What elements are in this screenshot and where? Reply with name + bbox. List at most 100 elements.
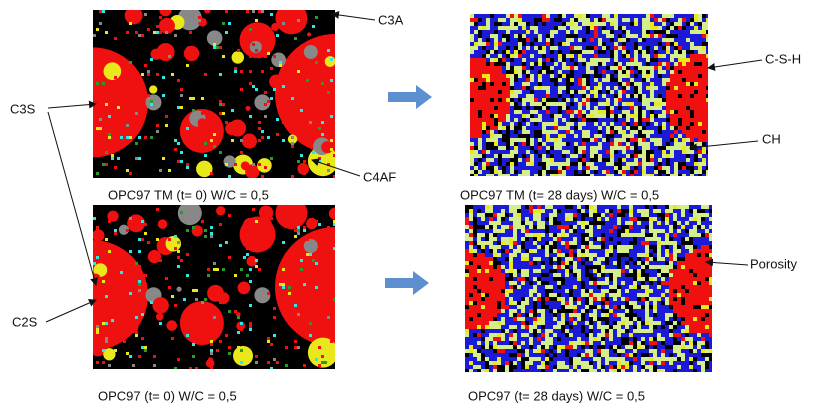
texture bbox=[650, 26, 654, 30]
texture bbox=[593, 357, 597, 361]
texture bbox=[589, 333, 593, 337]
texture bbox=[665, 273, 669, 277]
texture bbox=[693, 273, 697, 277]
texture bbox=[494, 106, 498, 110]
texture bbox=[318, 364, 321, 367]
texture bbox=[689, 341, 693, 345]
texture bbox=[666, 90, 670, 94]
texture bbox=[546, 162, 550, 166]
texture bbox=[693, 305, 697, 309]
texture bbox=[514, 34, 518, 38]
texture bbox=[494, 78, 498, 82]
texture bbox=[585, 205, 589, 209]
texture bbox=[637, 341, 641, 345]
texture bbox=[505, 213, 509, 217]
texture bbox=[470, 22, 474, 26]
texture bbox=[674, 146, 678, 150]
texture bbox=[546, 106, 550, 110]
texture bbox=[673, 257, 677, 261]
texture bbox=[665, 253, 669, 257]
texture bbox=[597, 265, 601, 269]
texture bbox=[473, 249, 477, 253]
texture bbox=[474, 150, 478, 154]
texture bbox=[473, 365, 477, 369]
texture bbox=[594, 98, 598, 102]
texture bbox=[509, 341, 513, 345]
texture bbox=[606, 150, 610, 154]
texture bbox=[522, 114, 526, 118]
texture bbox=[649, 277, 653, 281]
texture bbox=[473, 265, 477, 269]
texture bbox=[686, 38, 690, 42]
texture bbox=[562, 134, 566, 138]
texture bbox=[626, 138, 630, 142]
texture bbox=[570, 82, 574, 86]
texture bbox=[481, 265, 485, 269]
texture bbox=[493, 309, 497, 313]
texture bbox=[665, 345, 669, 349]
texture bbox=[649, 265, 653, 269]
texture bbox=[526, 78, 530, 82]
texture bbox=[498, 90, 502, 94]
texture bbox=[177, 358, 180, 361]
texture bbox=[557, 309, 561, 313]
texture bbox=[697, 293, 701, 297]
texture bbox=[606, 90, 610, 94]
texture bbox=[482, 54, 486, 58]
texture bbox=[497, 337, 501, 341]
texture bbox=[666, 98, 670, 102]
texture bbox=[641, 337, 645, 341]
texture bbox=[469, 313, 473, 317]
texture bbox=[482, 82, 486, 86]
texture bbox=[613, 225, 617, 229]
texture bbox=[658, 18, 662, 22]
texture bbox=[497, 349, 501, 353]
texture bbox=[96, 226, 99, 229]
texture bbox=[270, 97, 273, 100]
texture bbox=[645, 305, 649, 309]
texture bbox=[617, 241, 621, 245]
texture bbox=[473, 277, 477, 281]
texture bbox=[686, 150, 690, 154]
texture bbox=[689, 265, 693, 269]
texture bbox=[645, 205, 649, 209]
texture bbox=[617, 261, 621, 265]
texture bbox=[481, 277, 485, 281]
texture bbox=[602, 110, 606, 114]
texture bbox=[606, 78, 610, 82]
texture bbox=[589, 321, 593, 325]
texture bbox=[694, 54, 698, 58]
texture bbox=[697, 269, 701, 273]
texture bbox=[586, 118, 590, 122]
texture bbox=[469, 325, 473, 329]
texture bbox=[569, 305, 573, 309]
texture bbox=[141, 337, 144, 340]
texture bbox=[306, 103, 309, 106]
texture bbox=[558, 86, 562, 90]
texture bbox=[629, 213, 633, 217]
texture bbox=[569, 225, 573, 229]
texture bbox=[590, 150, 594, 154]
texture bbox=[633, 349, 637, 353]
texture bbox=[589, 317, 593, 321]
pointer bbox=[689, 140, 759, 152]
texture bbox=[689, 321, 693, 325]
texture bbox=[222, 55, 225, 58]
texture bbox=[120, 136, 123, 139]
texture bbox=[666, 30, 670, 34]
texture bbox=[585, 249, 589, 253]
texture bbox=[276, 283, 279, 286]
texture bbox=[582, 154, 586, 158]
texture bbox=[135, 223, 138, 226]
texture bbox=[605, 325, 609, 329]
texture bbox=[553, 265, 557, 269]
texture bbox=[542, 46, 546, 50]
texture bbox=[521, 245, 525, 249]
texture bbox=[637, 297, 641, 301]
texture bbox=[509, 337, 513, 341]
texture bbox=[538, 118, 542, 122]
texture bbox=[666, 18, 670, 22]
texture bbox=[470, 174, 474, 176]
texture bbox=[558, 54, 562, 58]
texture bbox=[96, 172, 99, 175]
